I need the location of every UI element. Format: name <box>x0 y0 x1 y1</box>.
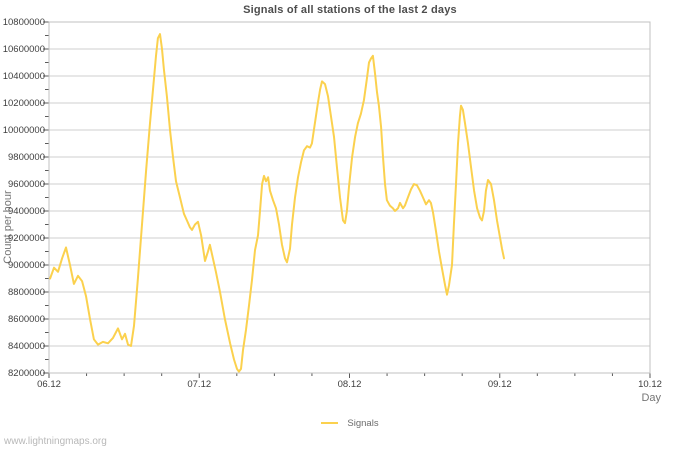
y-tick-label: 9000000 <box>8 259 45 271</box>
signals-series-line <box>49 33 505 373</box>
y-tick-label: 9400000 <box>8 205 45 217</box>
legend-label: Signals <box>347 417 379 429</box>
x-axis-title: Day <box>641 392 661 404</box>
x-tick-label: 06.12 <box>37 379 61 390</box>
legend: Signals <box>0 415 700 431</box>
y-tick-label: 8600000 <box>8 313 45 325</box>
y-tick-label: 10400000 <box>2 70 45 82</box>
y-tick-label: 8800000 <box>8 286 45 298</box>
x-tick-label: 08.12 <box>337 379 362 390</box>
y-tick-label: 8400000 <box>8 340 45 352</box>
x-tick-label: 07.12 <box>187 379 212 390</box>
y-tick-label: 9800000 <box>8 151 45 163</box>
plot-frame <box>48 21 651 374</box>
y-tick-label: 10200000 <box>2 97 45 109</box>
x-tick-label: 09.12 <box>487 379 512 390</box>
x-tick-label: 10.12 <box>638 379 662 390</box>
y-tick-label: 9200000 <box>8 232 45 244</box>
y-tick-label: 10600000 <box>2 43 45 55</box>
y-tick-label: 9600000 <box>8 178 45 190</box>
y-tick-label: 8200000 <box>8 367 45 379</box>
y-tick-label: 10800000 <box>2 16 45 28</box>
watermark: www.lightningmaps.org <box>4 436 107 447</box>
y-tick-label: 10000000 <box>2 124 45 136</box>
legend-line-sample <box>321 422 339 424</box>
chart-title: Signals of all stations of the last 2 da… <box>243 4 457 16</box>
